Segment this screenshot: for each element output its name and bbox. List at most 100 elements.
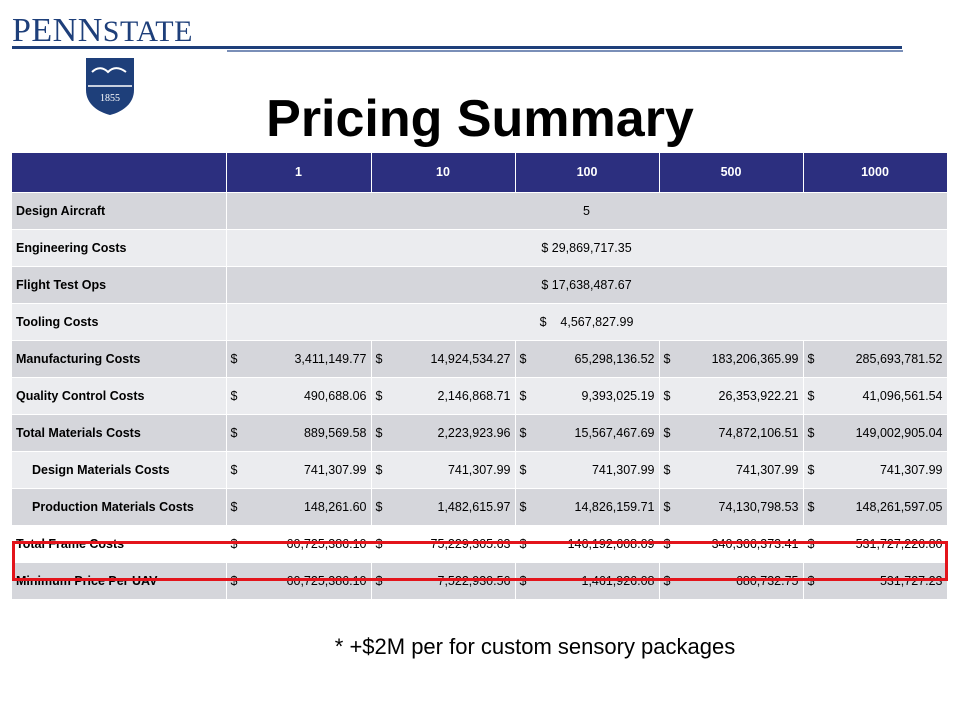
table-row: Engineering Costs $ 29,869,717.35 bbox=[12, 229, 948, 267]
amount: 75,229,305.63 bbox=[430, 536, 511, 551]
value-cell: $26,353,922.21 bbox=[659, 377, 804, 415]
value-cell: $74,130,798.53 bbox=[659, 488, 804, 526]
header-rule bbox=[12, 46, 902, 49]
amount: 148,261,597.05 bbox=[855, 499, 943, 514]
currency-symbol: $ bbox=[807, 536, 815, 551]
currency-symbol: $ bbox=[230, 425, 238, 440]
merged-value-cell: $ 29,869,717.35 bbox=[226, 229, 948, 267]
amount: 15,567,467.69 bbox=[574, 425, 655, 440]
currency-symbol: $ bbox=[230, 351, 238, 366]
row-label: Design Materials Costs bbox=[12, 451, 227, 489]
value-cell: $148,261.60 bbox=[226, 488, 372, 526]
column-header bbox=[12, 153, 227, 193]
value-cell: $741,307.99 bbox=[226, 451, 372, 489]
amount: 14,924,534.27 bbox=[430, 351, 511, 366]
currency-symbol: $ bbox=[663, 573, 671, 588]
row-label: Total Materials Costs bbox=[12, 414, 227, 452]
amount: 183,206,365.99 bbox=[711, 351, 799, 366]
column-header: 1000 bbox=[803, 153, 948, 193]
table-row: Flight Test Ops $ 17,638,487.67 bbox=[12, 266, 948, 304]
amount: 7,522,930.56 bbox=[437, 573, 511, 588]
amount: 146,192,608.09 bbox=[567, 536, 655, 551]
value-cell: $149,002,905.04 bbox=[803, 414, 948, 452]
amount: 2,223,923.96 bbox=[437, 425, 511, 440]
column-header: 10 bbox=[371, 153, 516, 193]
page-title: Pricing Summary bbox=[266, 89, 694, 148]
amount: 741,307.99 bbox=[447, 462, 511, 477]
row-label: Tooling Costs bbox=[12, 303, 227, 341]
amount: 741,307.99 bbox=[735, 462, 799, 477]
merged-value-cell: $ 17,638,487.67 bbox=[226, 266, 948, 304]
value-cell: $741,307.99 bbox=[803, 451, 948, 489]
table-row: Manufacturing Costs $3,411,149.77 $14,924,… bbox=[12, 340, 948, 378]
value-cell: $75,229,305.63 bbox=[371, 525, 516, 563]
row-label: Design Aircraft bbox=[12, 192, 227, 230]
value-cell: $340,366,373.41 bbox=[659, 525, 804, 563]
value-cell: $741,307.99 bbox=[515, 451, 660, 489]
amount: 531,727,226.80 bbox=[855, 536, 943, 551]
value-cell: $14,924,534.27 bbox=[371, 340, 516, 378]
amount: 531,727.23 bbox=[879, 573, 943, 588]
currency-symbol: $ bbox=[375, 499, 383, 514]
currency-symbol: $ bbox=[807, 573, 815, 588]
currency-symbol: $ bbox=[807, 425, 815, 440]
table-row-highlighted: Total Frame Costs $60,725,386.10 $75,229,3… bbox=[12, 525, 948, 563]
currency-symbol: $ bbox=[375, 388, 383, 403]
currency-symbol: $ bbox=[230, 462, 238, 477]
currency-symbol: $ bbox=[519, 388, 527, 403]
table-header-row: 1 10 100 500 1000 bbox=[12, 153, 948, 193]
amount: 680,732.75 bbox=[735, 573, 799, 588]
pricing-table: 1 10 100 500 1000 Design Aircraft 5 Engine… bbox=[12, 153, 948, 600]
row-label: Quality Control Costs bbox=[12, 377, 227, 415]
amount: 3,411,149.77 bbox=[294, 351, 367, 366]
currency-symbol: $ bbox=[663, 351, 671, 366]
amount: 149,002,905.04 bbox=[855, 425, 943, 440]
row-label: Total Frame Costs bbox=[12, 525, 227, 563]
value-cell: $65,298,136.52 bbox=[515, 340, 660, 378]
currency-symbol: $ bbox=[807, 499, 815, 514]
amount: 65,298,136.52 bbox=[574, 351, 655, 366]
currency-symbol: $ bbox=[519, 499, 527, 514]
value-cell: $41,096,561.54 bbox=[803, 377, 948, 415]
table-row: Design Materials Costs $741,307.99 $741,30… bbox=[12, 451, 948, 489]
column-header: 1 bbox=[226, 153, 372, 193]
currency-symbol: $ bbox=[663, 536, 671, 551]
currency-symbol: $ bbox=[807, 351, 815, 366]
currency-symbol: $ bbox=[663, 388, 671, 403]
currency-symbol: $ bbox=[519, 536, 527, 551]
value-cell: $531,727,226.80 bbox=[803, 525, 948, 563]
amount: 14,826,159.71 bbox=[574, 499, 655, 514]
value-cell: $2,146,868.71 bbox=[371, 377, 516, 415]
amount: 1,461,926.08 bbox=[581, 573, 655, 588]
currency-symbol: $ bbox=[663, 499, 671, 514]
row-label: Production Materials Costs bbox=[12, 488, 227, 526]
header-rule-secondary bbox=[227, 50, 903, 52]
column-header: 500 bbox=[659, 153, 804, 193]
value-cell: $3,411,149.77 bbox=[226, 340, 372, 378]
amount: 74,130,798.53 bbox=[718, 499, 799, 514]
currency-symbol: $ bbox=[375, 425, 383, 440]
value-cell: $2,223,923.96 bbox=[371, 414, 516, 452]
logo-wordmark: PENNSTATE bbox=[12, 12, 193, 49]
value-cell: $146,192,608.09 bbox=[515, 525, 660, 563]
amount: 285,693,781.52 bbox=[855, 351, 943, 366]
amount: 60,725,386.10 bbox=[286, 536, 367, 551]
currency-symbol: $ bbox=[230, 499, 238, 514]
amount: 41,096,561.54 bbox=[862, 388, 943, 403]
currency-symbol: $ bbox=[230, 388, 238, 403]
value-cell: $60,725,386.10 bbox=[226, 562, 372, 600]
currency-symbol: $ bbox=[519, 462, 527, 477]
amount: 889,569.58 bbox=[303, 425, 367, 440]
value-cell: $1,461,926.08 bbox=[515, 562, 660, 600]
currency-symbol: $ bbox=[807, 462, 815, 477]
value-cell: $148,261,597.05 bbox=[803, 488, 948, 526]
amount: 490,688.06 bbox=[303, 388, 367, 403]
amount: 60,725,386.10 bbox=[286, 573, 367, 588]
table-row: Design Aircraft 5 bbox=[12, 192, 948, 230]
currency-symbol: $ bbox=[663, 462, 671, 477]
amount: 1,482,615.97 bbox=[437, 499, 511, 514]
currency-symbol: $ bbox=[807, 388, 815, 403]
value-cell: $74,872,106.51 bbox=[659, 414, 804, 452]
value-cell: $7,522,930.56 bbox=[371, 562, 516, 600]
value-cell: $14,826,159.71 bbox=[515, 488, 660, 526]
